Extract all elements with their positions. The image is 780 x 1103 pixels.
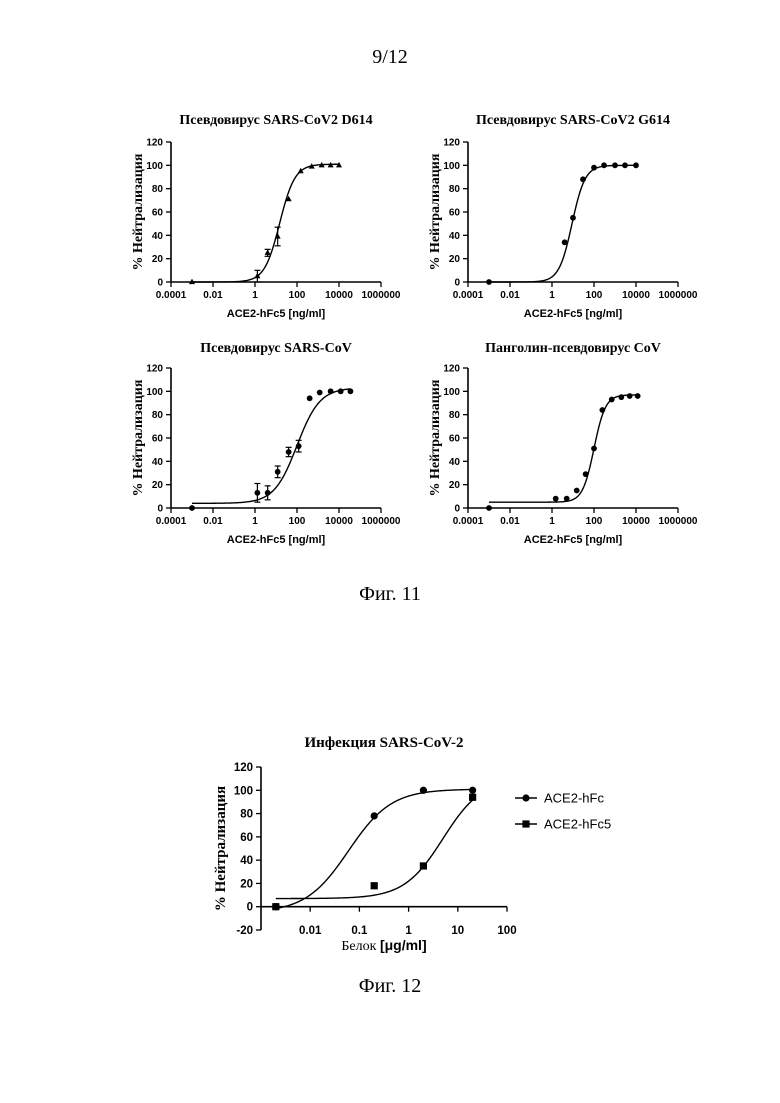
data-point — [599, 407, 605, 413]
x-tick-label: 100 — [289, 516, 306, 527]
data-point — [317, 390, 323, 396]
data-point — [328, 388, 334, 394]
data-point — [189, 505, 195, 511]
figure-12-caption: Фиг. 12 — [0, 975, 780, 998]
chart-title: Инфекция SARS-CoV-2 — [304, 735, 463, 751]
data-point — [469, 794, 476, 801]
x-axis-label: ACE2-hFc5 [ng/ml] — [524, 534, 623, 546]
x-tick-label: 1 — [252, 516, 258, 527]
data-point — [307, 395, 313, 401]
data-point — [635, 393, 641, 399]
x-tick-label: 1 — [405, 925, 412, 937]
data-point — [420, 787, 427, 794]
data-point — [618, 394, 624, 400]
y-axis-label: % Нейтрализация — [213, 786, 229, 911]
x-tick-label: 1000000 — [362, 516, 401, 527]
y-axis-label: % Нейтрализация — [131, 379, 146, 496]
y-tick-label: 40 — [240, 855, 253, 867]
data-point — [338, 388, 344, 394]
y-tick-label: 40 — [152, 457, 164, 468]
data-point — [371, 882, 378, 889]
data-point — [583, 471, 589, 477]
data-point — [553, 496, 559, 502]
x-tick-label: 10000 — [622, 516, 650, 527]
y-tick-label: 100 — [146, 387, 163, 398]
y-tick-label: 20 — [449, 480, 461, 491]
x-tick-label: 1000000 — [659, 516, 698, 527]
data-point — [286, 449, 292, 455]
y-tick-label: 0 — [247, 902, 253, 914]
chart-sars-cov-2-infection: Инфекция SARS-CoV-2-200204060801001200.0… — [0, 0, 780, 360]
y-tick-label: 60 — [152, 434, 164, 445]
y-tick-label: 60 — [240, 832, 253, 844]
y-tick-label: 0 — [157, 504, 163, 515]
data-point — [420, 862, 427, 869]
x-axis-label: Белок [μg/ml] — [341, 937, 426, 954]
y-tick-label: 0 — [454, 504, 460, 515]
data-point — [254, 490, 260, 496]
y-tick-label: 20 — [152, 480, 164, 491]
fit-curve — [489, 395, 638, 502]
data-point — [591, 446, 597, 452]
y-axis-label: % Нейтрализация — [428, 379, 443, 496]
x-tick-label: 0.01 — [203, 516, 223, 527]
fit-curve — [192, 389, 350, 503]
y-tick-label: 120 — [146, 364, 163, 375]
data-point — [609, 397, 615, 403]
x-tick-label: 1 — [549, 516, 555, 527]
y-tick-label: 120 — [234, 762, 253, 774]
x-tick-label: 100 — [497, 925, 516, 937]
data-point — [371, 812, 378, 819]
data-point — [469, 787, 476, 794]
x-axis-label-unit: [μg/ml] — [380, 937, 427, 953]
x-tick-label: 0.0001 — [156, 516, 187, 527]
x-tick-label: 0.01 — [299, 925, 322, 937]
legend-marker — [522, 820, 529, 827]
x-tick-label: 0.0001 — [453, 516, 484, 527]
legend-label: ACE2-hFc5 — [544, 817, 611, 832]
legend-label: ACE2-hFc — [544, 791, 604, 806]
x-tick-label: 10000 — [325, 516, 353, 527]
y-tick-label: 40 — [449, 457, 461, 468]
y-tick-label: 20 — [240, 878, 253, 890]
data-point — [574, 488, 580, 494]
legend-marker — [522, 794, 529, 801]
x-axis-label-text: Белок — [341, 939, 380, 954]
y-tick-label: 100 — [234, 785, 253, 797]
data-point — [265, 490, 271, 496]
y-tick-label: 80 — [449, 410, 461, 421]
figure-11-caption: Фиг. 11 — [0, 583, 780, 606]
y-tick-label: 60 — [449, 434, 461, 445]
x-axis-label: ACE2-hFc5 [ng/ml] — [227, 534, 326, 546]
data-point — [296, 443, 302, 449]
data-point — [627, 393, 633, 399]
x-tick-label: 0.1 — [351, 925, 368, 937]
x-tick-label: 10 — [451, 925, 464, 937]
fit-curve — [276, 789, 473, 908]
y-tick-label: 80 — [240, 809, 253, 821]
x-tick-label: 100 — [586, 516, 603, 527]
data-point — [272, 903, 279, 910]
x-tick-label: 0.01 — [500, 516, 520, 527]
y-tick-label: -20 — [236, 925, 253, 937]
data-point — [564, 496, 570, 502]
y-tick-label: 100 — [443, 387, 460, 398]
data-point — [275, 469, 281, 475]
y-tick-label: 120 — [443, 364, 460, 375]
y-tick-label: 80 — [152, 410, 164, 421]
data-point — [348, 388, 354, 394]
data-point — [486, 505, 492, 511]
